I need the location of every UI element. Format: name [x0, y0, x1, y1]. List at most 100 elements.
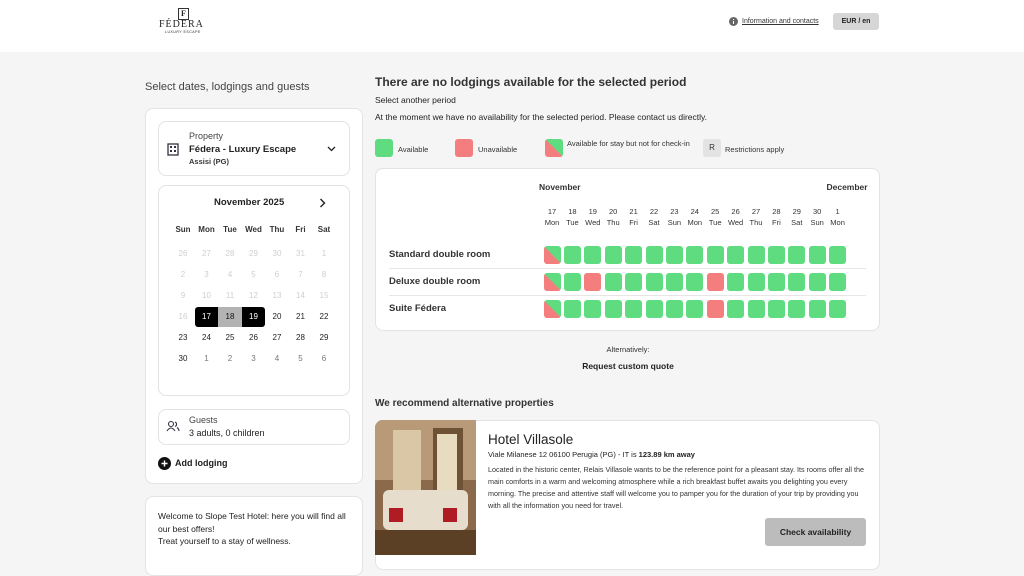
availability-cell[interactable]: [584, 300, 602, 318]
calendar-day[interactable]: 31: [296, 249, 305, 258]
availability-cell[interactable]: [747, 273, 765, 291]
availability-cell[interactable]: [625, 246, 643, 264]
availability-cell[interactable]: [788, 246, 806, 264]
calendar-day[interactable]: 28: [225, 249, 235, 258]
availability-cell[interactable]: [706, 273, 724, 291]
calendar-day[interactable]: 8: [321, 270, 327, 279]
calendar-day[interactable]: 9: [180, 291, 186, 300]
availability-cell[interactable]: [747, 246, 765, 264]
check-availability[interactable]: Check availability: [765, 518, 866, 546]
availability-cell[interactable]: [563, 246, 581, 264]
availability-cell[interactable]: [543, 300, 561, 318]
availability-cell[interactable]: [808, 273, 826, 291]
calendar-day[interactable]: 30: [178, 354, 188, 363]
calendar-day[interactable]: 21: [296, 312, 305, 321]
availability-cell[interactable]: [645, 300, 663, 318]
logo-name[interactable]: FÉDERA: [159, 19, 204, 30]
availability-cell[interactable]: [625, 300, 643, 318]
calendar-day[interactable]: 6: [321, 354, 327, 363]
calendar-day[interactable]: 14: [296, 291, 305, 300]
calendar-day[interactable]: 20: [272, 312, 282, 321]
availability-cell[interactable]: [829, 300, 847, 318]
welcome-text: Treat yourself to a stay of wellness.: [158, 536, 291, 546]
date-day: 24: [690, 207, 699, 216]
availability-cell[interactable]: [645, 273, 663, 291]
calendar-day[interactable]: 28: [296, 333, 305, 342]
calendar-day[interactable]: 13: [272, 291, 282, 300]
availability-cell[interactable]: [563, 273, 581, 291]
availability-cell[interactable]: [808, 300, 826, 318]
calendar-day[interactable]: 11: [225, 291, 235, 300]
availability-cell[interactable]: [727, 300, 745, 318]
availability-cell[interactable]: [665, 300, 683, 318]
hotel-description: Located in the historic center, Relais V…: [488, 465, 864, 510]
next-month[interactable]: [319, 198, 326, 208]
availability-cell[interactable]: [767, 246, 785, 264]
calendar-day[interactable]: 4: [227, 270, 233, 279]
calendar-day[interactable]: 17: [194, 307, 219, 327]
availability-cell[interactable]: [788, 273, 806, 291]
calendar-day[interactable]: 6: [274, 270, 280, 279]
calendar-day[interactable]: 23: [178, 333, 188, 342]
availability-cell[interactable]: [543, 246, 561, 264]
availability-cell[interactable]: [686, 300, 704, 318]
property-selector[interactable]: [158, 121, 350, 176]
guests-selector[interactable]: [158, 409, 350, 445]
availability-cell[interactable]: [543, 273, 561, 291]
availability-cell[interactable]: [767, 300, 785, 318]
calendar-day[interactable]: 12: [249, 291, 258, 300]
availability-cell[interactable]: [706, 300, 724, 318]
calendar-day[interactable]: 5: [251, 270, 256, 279]
calendar-day[interactable]: 15: [319, 291, 329, 300]
calendar-day[interactable]: 7: [298, 270, 303, 279]
add-lodging[interactable]: Add lodging: [175, 458, 228, 468]
request-quote[interactable]: Request custom quote: [582, 361, 674, 371]
calendar-day[interactable]: 2: [180, 270, 186, 279]
info-link[interactable]: Information and contacts: [742, 18, 819, 25]
calendar-day[interactable]: 22: [319, 312, 329, 321]
calendar-day[interactable]: 24: [202, 333, 211, 342]
availability-cell[interactable]: [747, 300, 765, 318]
availability-cell[interactable]: [767, 273, 785, 291]
calendar-day[interactable]: 29: [249, 249, 258, 258]
availability-cell[interactable]: [686, 246, 704, 264]
availability-cell[interactable]: [645, 246, 663, 264]
calendar-day[interactable]: 30: [272, 249, 282, 258]
calendar-day[interactable]: 4: [274, 354, 280, 363]
availability-cell[interactable]: [665, 273, 683, 291]
calendar-day[interactable]: 27: [272, 333, 282, 342]
availability-cell[interactable]: [829, 246, 847, 264]
availability-cell[interactable]: [604, 300, 622, 318]
calendar-day[interactable]: 5: [298, 354, 303, 363]
calendar-day[interactable]: 1: [321, 249, 327, 258]
calendar-day[interactable]: 26: [249, 333, 258, 342]
availability-cell[interactable]: [727, 273, 745, 291]
availability-cell[interactable]: [584, 273, 602, 291]
availability-cell[interactable]: [808, 246, 826, 264]
availability-cell[interactable]: [584, 246, 602, 264]
availability-cell[interactable]: [727, 246, 745, 264]
calendar-day[interactable]: 19: [241, 307, 266, 327]
availability-cell[interactable]: [829, 273, 847, 291]
add-icon[interactable]: [158, 457, 171, 470]
calendar-day[interactable]: 10: [202, 291, 211, 300]
calendar-day[interactable]: 18: [218, 307, 242, 327]
calendar-day[interactable]: 3: [204, 270, 209, 279]
availability-cell[interactable]: [665, 246, 683, 264]
calendar-day[interactable]: 25: [225, 333, 235, 342]
calendar-day[interactable]: 2: [227, 354, 233, 363]
availability-cell[interactable]: [563, 300, 581, 318]
currency-button[interactable]: EUR / en: [833, 13, 879, 30]
availability-cell[interactable]: [706, 246, 724, 264]
calendar-day[interactable]: 1: [204, 354, 209, 363]
calendar-day[interactable]: 26: [178, 249, 188, 258]
availability-cell[interactable]: [625, 273, 643, 291]
calendar-day[interactable]: 3: [251, 354, 256, 363]
availability-cell[interactable]: [788, 300, 806, 318]
availability-cell[interactable]: [604, 246, 622, 264]
availability-cell[interactable]: [686, 273, 704, 291]
availability-cell[interactable]: [604, 273, 622, 291]
calendar-day[interactable]: 16: [178, 312, 188, 321]
calendar-day[interactable]: 29: [319, 333, 329, 342]
calendar-day[interactable]: 27: [202, 249, 211, 258]
